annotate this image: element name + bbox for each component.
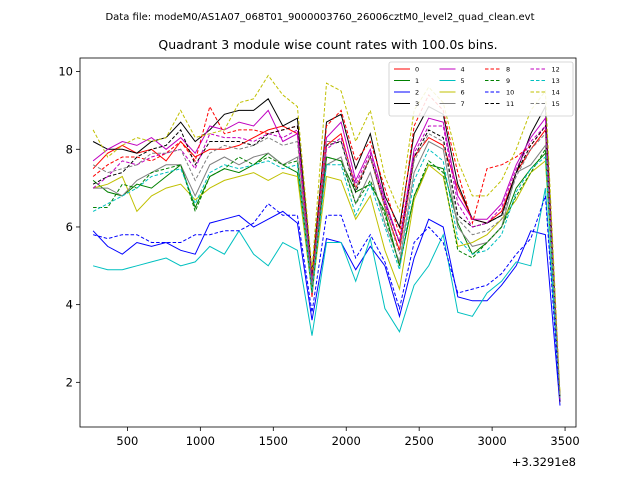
y-tick-label: 4 (66, 298, 73, 312)
plot-area (92, 74, 561, 406)
series-line-12 (92, 124, 561, 402)
legend-label: 3 (415, 100, 419, 108)
legend-label: 1 (415, 77, 419, 85)
legend-label: 5 (461, 77, 465, 85)
series-line-10 (92, 195, 561, 402)
series-line-9 (93, 147, 561, 398)
legend-label: 11 (506, 100, 514, 108)
series-line-7 (93, 140, 561, 398)
series-line-6 (92, 159, 561, 395)
series-line-15 (92, 132, 561, 398)
legend-box (388, 61, 574, 117)
y-tick-label: 10 (58, 65, 73, 79)
legend-label: 0 (415, 66, 419, 74)
x-tick-label: 2500 (405, 434, 434, 448)
x-tick-label: 1000 (186, 434, 215, 448)
legend-label: 2 (415, 89, 419, 97)
x-tick-label: 1500 (259, 434, 288, 448)
figure-suptitle: Data file: modeM0/AS1A07_068T01_90000037… (105, 12, 534, 23)
x-tick-label: 500 (116, 434, 138, 448)
legend-label: 8 (506, 66, 510, 74)
axes-frame (79, 57, 577, 428)
legend-label: 12 (552, 66, 560, 74)
series-line-4 (92, 109, 561, 402)
series-line-3 (92, 98, 561, 398)
x-tick-label: 3500 (550, 434, 579, 448)
legend-label: 14 (552, 89, 560, 97)
series-line-5 (92, 188, 561, 398)
y-axis: 2 4 6 8 10 (58, 65, 80, 389)
series-line-13 (92, 148, 561, 398)
series-line-8 (92, 94, 561, 398)
chart-title: Quadrant 3 module wise count rates with … (158, 37, 497, 52)
legend-label: 6 (461, 89, 465, 97)
legend-label: 7 (461, 100, 465, 108)
legend-label: 13 (552, 77, 560, 85)
y-tick-label: 6 (66, 220, 73, 234)
x-axis: 500 1000 1500 2000 2500 3000 3500 (116, 427, 580, 448)
series-line-1 (92, 152, 561, 398)
legend-label: 4 (461, 66, 465, 74)
legend-label: 15 (552, 100, 560, 108)
x-tick-label: 3000 (477, 434, 506, 448)
x-axis-offset-label: +3.3291e8 (512, 455, 576, 469)
y-tick-label: 8 (66, 142, 73, 156)
series-line-14 (92, 74, 561, 395)
legend-label: 9 (506, 77, 510, 85)
legend-label: 10 (506, 89, 514, 97)
y-tick-label: 2 (66, 375, 73, 389)
x-tick-label: 2000 (332, 434, 361, 448)
